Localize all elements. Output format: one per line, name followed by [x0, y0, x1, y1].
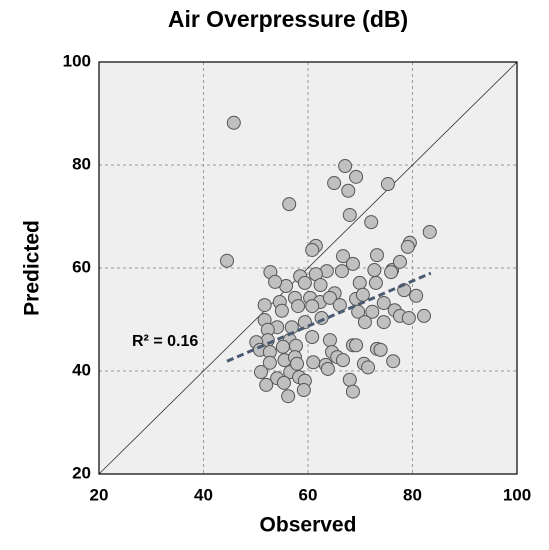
point: [220, 253, 235, 268]
point: [290, 356, 305, 371]
y-tick-label: 100: [63, 51, 91, 70]
x-axis-label: Observed: [260, 514, 357, 537]
point: [368, 275, 383, 290]
point: [226, 115, 241, 130]
point: [373, 342, 388, 357]
y-tick-label: 60: [72, 257, 91, 276]
point: [305, 299, 320, 314]
point: [349, 338, 364, 353]
point: [322, 290, 337, 305]
point: [345, 384, 360, 399]
point: [367, 263, 382, 278]
point: [392, 254, 407, 269]
y-axis-label: Predicted: [21, 220, 44, 316]
point: [313, 277, 328, 292]
x-tick-label: 60: [299, 485, 318, 504]
point: [342, 372, 357, 387]
y-tick-label: 40: [72, 360, 91, 379]
y-tick-label: 80: [72, 154, 91, 173]
point: [305, 330, 320, 345]
point: [416, 308, 431, 323]
point: [334, 264, 349, 279]
plot-border: [98, 61, 518, 475]
x-tick-label: 40: [194, 485, 213, 504]
point: [376, 315, 391, 330]
point: [305, 242, 320, 257]
point: [320, 361, 335, 376]
point: [341, 183, 356, 198]
point: [401, 310, 416, 325]
point: [364, 215, 379, 230]
point: [357, 315, 372, 330]
point: [282, 197, 297, 212]
point: [314, 310, 329, 325]
point: [352, 275, 367, 290]
point: [322, 333, 337, 348]
x-tick-label: 80: [403, 485, 422, 504]
point: [342, 207, 357, 222]
point: [336, 249, 351, 264]
point: [380, 177, 395, 192]
point: [338, 159, 353, 174]
point: [276, 375, 291, 390]
point: [355, 287, 370, 302]
point: [384, 265, 399, 280]
point: [365, 304, 380, 319]
x-tick-label: 20: [90, 485, 109, 504]
point: [361, 360, 376, 375]
point: [345, 256, 360, 271]
point: [281, 389, 296, 404]
point: [291, 299, 306, 314]
point: [275, 339, 290, 354]
point: [422, 224, 437, 239]
point: [351, 304, 366, 319]
point: [306, 355, 321, 370]
point: [336, 353, 351, 368]
one-to-one-line: [98, 61, 518, 475]
point: [268, 274, 283, 289]
trendline: [226, 271, 432, 363]
point: [369, 248, 384, 263]
point: [262, 355, 277, 370]
point: [327, 176, 342, 191]
annotation: R² = 0.16: [132, 333, 198, 350]
point: [296, 383, 311, 398]
point: [274, 303, 289, 318]
point: [253, 365, 268, 380]
y-tick-label: 20: [72, 463, 91, 482]
point: [376, 296, 391, 311]
point: [400, 239, 415, 254]
point: [257, 298, 272, 313]
chart-title: Air Overpressure (dB): [168, 6, 408, 32]
point: [409, 288, 424, 303]
point: [349, 169, 364, 184]
point: [259, 377, 274, 392]
point: [297, 275, 312, 290]
x-tick-label: 100: [503, 485, 531, 504]
point: [332, 298, 347, 313]
point: [386, 354, 401, 369]
